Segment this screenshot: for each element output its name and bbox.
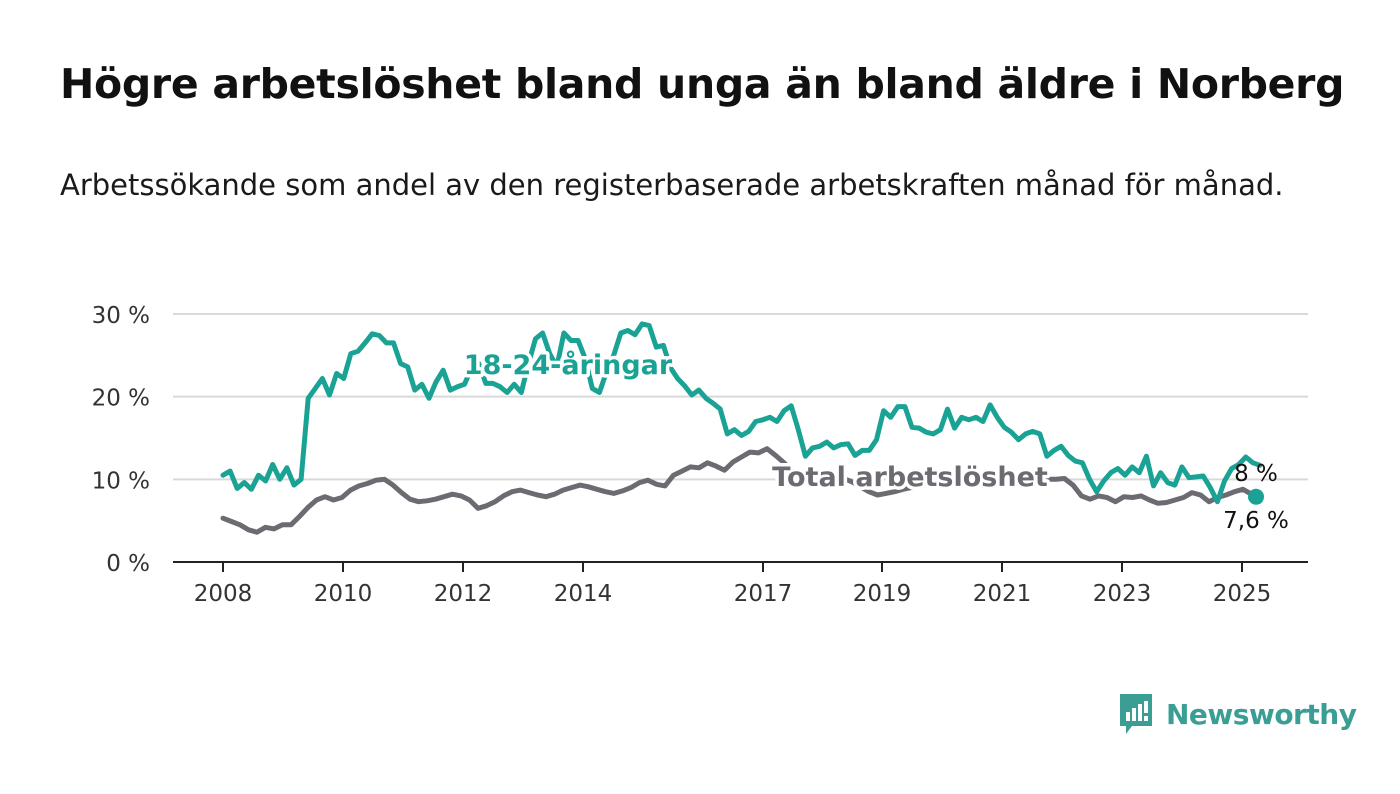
x-tick-label: 2025 <box>1213 581 1272 607</box>
brand-name: Newsworthy <box>1166 697 1357 731</box>
chart-title: Högre arbetslöshet bland unga än bland ä… <box>60 60 1345 108</box>
x-tick-label: 2010 <box>314 581 373 607</box>
newsworthy-logo[interactable]: Newsworthy <box>1118 690 1358 738</box>
y-tick-label: 0 % <box>106 551 150 577</box>
series-label: 18-24-åringar <box>464 349 673 381</box>
series-line <box>220 446 1263 535</box>
x-tick-label: 2019 <box>853 581 912 607</box>
bar-chart-bubble-icon <box>1120 694 1152 734</box>
x-tick-label: 2023 <box>1093 581 1152 607</box>
end-value-label: 7,6 % <box>1223 508 1289 534</box>
y-tick-label: 30 % <box>92 303 150 329</box>
chart-subtitle: Arbetssökande som andel av den registerb… <box>60 168 1284 202</box>
series-label: Total arbetslöshet <box>772 462 1048 493</box>
x-tick-label: 2014 <box>554 581 613 607</box>
series-end-marker <box>1253 494 1263 505</box>
series-line <box>220 321 1263 505</box>
y-tick-label: 10 % <box>92 468 150 494</box>
series-label-halo: Total arbetslöshet <box>772 462 1048 493</box>
x-tick-label: 2012 <box>434 581 493 607</box>
series-label-halo: 18-24-åringar <box>464 349 673 381</box>
x-tick-label: 2017 <box>734 581 793 607</box>
x-tick-label: 2008 <box>194 581 253 607</box>
x-tick-label: 2021 <box>973 581 1032 607</box>
y-tick-label: 20 % <box>92 386 150 412</box>
end-value-label: 8 % <box>1234 461 1278 487</box>
